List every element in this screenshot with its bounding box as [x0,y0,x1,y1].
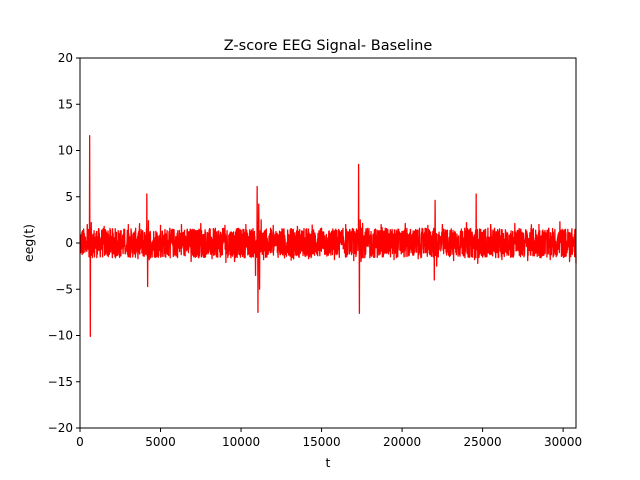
y-tick-label: 10 [58,144,73,158]
y-tick-label: 15 [58,97,73,111]
y-tick-label: −15 [48,375,73,389]
y-tick-label: −20 [48,421,73,435]
y-tick-label: −5 [55,282,73,296]
x-tick-label: 0 [76,435,84,449]
x-tick-label: 25000 [464,435,502,449]
chart-title: Z-score EEG Signal- Baseline [224,38,433,54]
x-tick-label: 15000 [302,435,340,449]
x-tick-label: 30000 [544,435,582,449]
x-axis-label: t [326,455,331,470]
y-tick-label: 0 [65,236,73,250]
axis-ticks: 0 5000 10000 15000 20000 25000 30000 −20 −15 −10 −… [48,51,583,449]
series-line [79,135,577,338]
y-tick-label: 5 [65,190,73,204]
x-tick-label: 10000 [222,435,260,449]
plot-area [79,135,577,338]
plot-frame [79,57,577,429]
x-tick-label: 5000 [145,435,176,449]
x-tick-label: 20000 [383,435,421,449]
y-tick-label: 20 [58,51,73,65]
y-axis-label: eeg(t) [21,224,36,262]
y-tick-label: −10 [48,329,73,343]
